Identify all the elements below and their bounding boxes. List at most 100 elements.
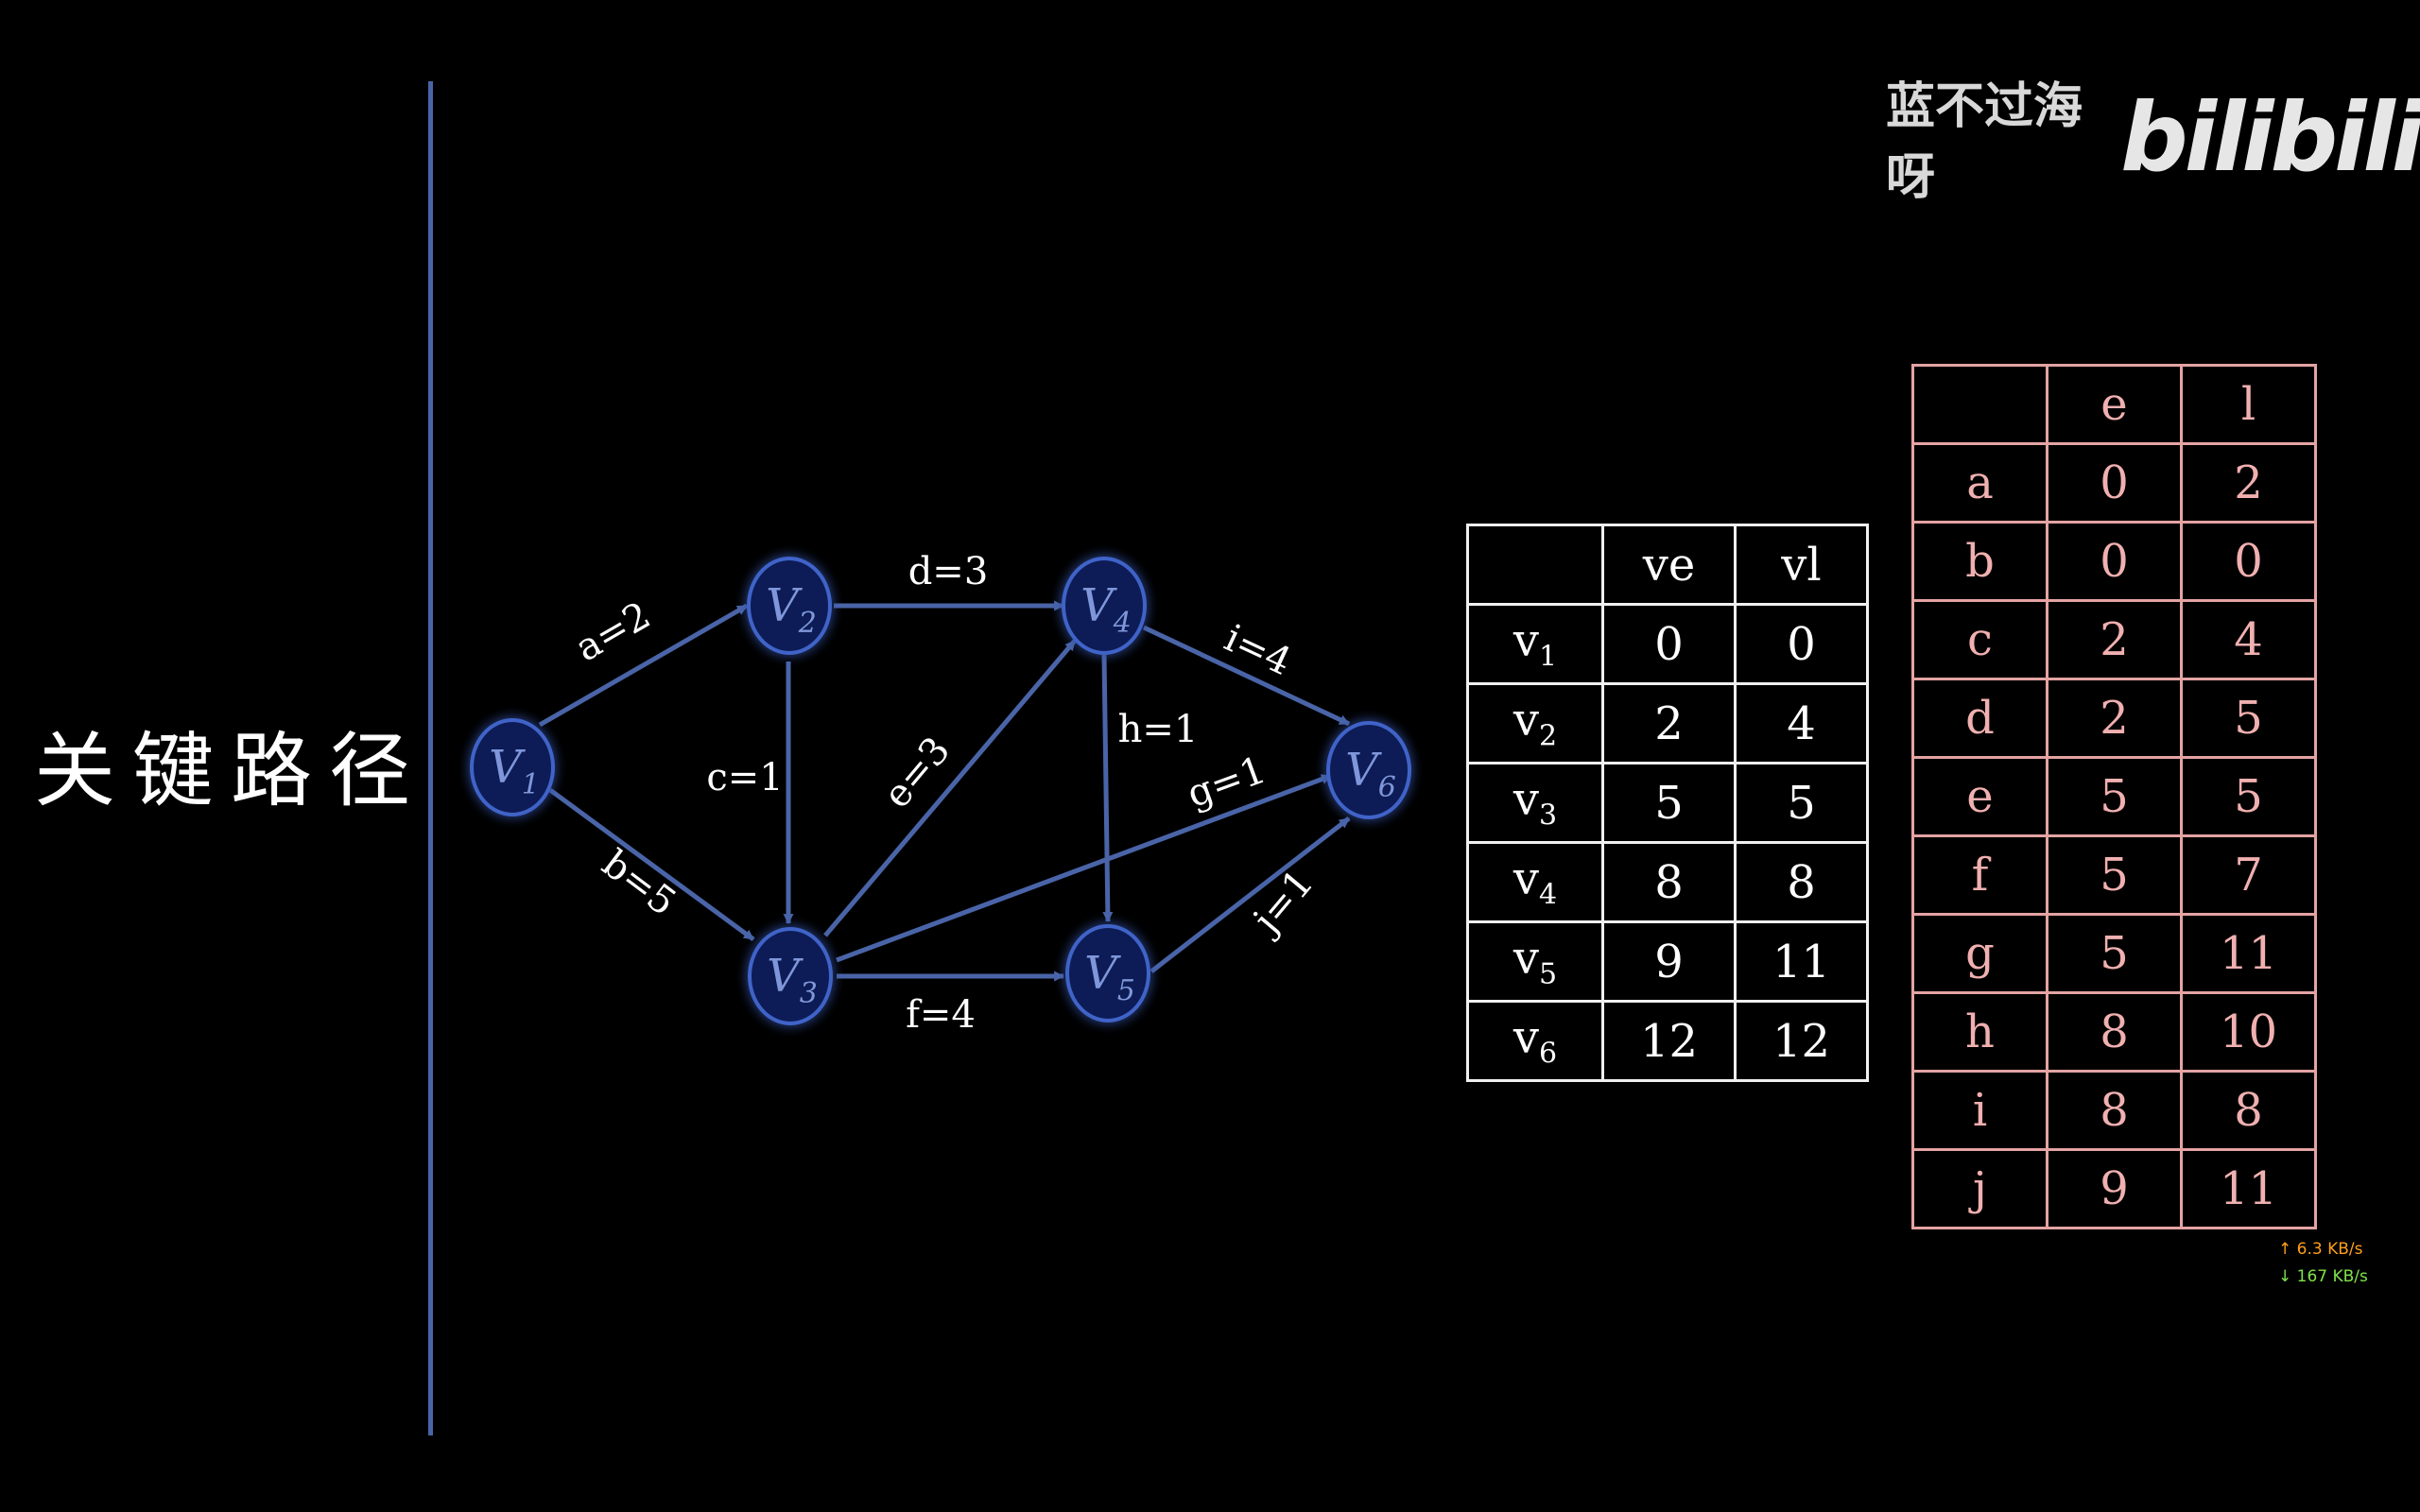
edge-name-cell: c xyxy=(1911,599,2048,680)
edge-label-h: h=1 xyxy=(1118,708,1199,751)
table-header-cell xyxy=(1466,524,1604,606)
page-title: 关键路径 xyxy=(34,724,427,818)
table-row: e 5 5 xyxy=(1911,756,2317,837)
edge-label-i: i=4 xyxy=(1218,616,1297,684)
edge-label-j: j=1 xyxy=(1243,862,1322,944)
edge-label-g: g=1 xyxy=(1182,748,1271,816)
vertices: V1 V2 V3 V4 V5 V6 xyxy=(470,557,1411,1025)
edge-j xyxy=(1150,816,1351,973)
vertex-name-cell: v2 xyxy=(1466,682,1604,765)
e-cell: 5 xyxy=(2046,913,2183,994)
svg-text:V3: V3 xyxy=(767,950,818,1010)
e-cell: 8 xyxy=(2046,1070,2183,1151)
vertex-v2: V2 xyxy=(747,557,832,655)
vertex-name-cell: v4 xyxy=(1466,841,1604,923)
vl-cell: 4 xyxy=(1734,682,1869,765)
l-cell: 0 xyxy=(2180,521,2317,602)
table-header-row: e l xyxy=(1911,364,2317,445)
table-row: d 2 5 xyxy=(1911,678,2317,759)
table-header-cell xyxy=(1911,364,2048,445)
e-cell: 5 xyxy=(2046,756,2183,837)
edge-time-table: e l a 0 2 b 0 0 c 2 4 d 2 5 e 5 5 f 5 7 … xyxy=(1911,364,2317,1229)
l-cell: 4 xyxy=(2180,599,2317,680)
watermark: 蓝不过海呀 bilibili xyxy=(1886,66,2420,208)
vertex-v3: V3 xyxy=(748,927,833,1025)
vl-cell: 5 xyxy=(1734,762,1869,844)
edge-label-e: e=3 xyxy=(875,729,959,816)
edge-i xyxy=(1142,625,1351,727)
edge-label-f: f=4 xyxy=(906,993,976,1037)
l-cell: 5 xyxy=(2180,756,2317,837)
ve-cell: 0 xyxy=(1601,603,1737,685)
table-row: g 5 11 xyxy=(1911,913,2317,994)
svg-text:V6: V6 xyxy=(1345,744,1396,804)
edge-name-cell: j xyxy=(1911,1148,2048,1229)
vertex-name-cell: v1 xyxy=(1466,603,1604,685)
table-row: v6 12 12 xyxy=(1466,1000,1869,1082)
edge-label-a: a=2 xyxy=(568,593,658,670)
ve-cell: 2 xyxy=(1601,682,1737,765)
table-row: v1 0 0 xyxy=(1466,603,1869,685)
vl-cell: 0 xyxy=(1734,603,1869,685)
table-row: v3 5 5 xyxy=(1466,762,1869,844)
l-cell: 10 xyxy=(2180,991,2317,1073)
e-cell: 8 xyxy=(2046,991,2183,1073)
e-cell: 2 xyxy=(2046,678,2183,759)
vertex-v5: V5 xyxy=(1065,924,1150,1022)
vertex-v4: V4 xyxy=(1062,557,1147,655)
edge-name-cell: d xyxy=(1911,678,2048,759)
edge-name-cell: f xyxy=(1911,834,2048,916)
vl-cell: 12 xyxy=(1734,1000,1869,1082)
table-row: h 8 10 xyxy=(1911,991,2317,1073)
ve-cell: 5 xyxy=(1601,762,1737,844)
edge-name-cell: b xyxy=(1911,521,2048,602)
edge-g xyxy=(836,773,1333,963)
vertex-v1: V1 xyxy=(470,718,555,816)
ve-cell: 12 xyxy=(1601,1000,1737,1082)
l-cell: 11 xyxy=(2180,1148,2317,1229)
bilibili-logo: bilibili xyxy=(2120,81,2420,193)
table-row: v4 8 8 xyxy=(1466,841,1869,923)
e-cell: 9 xyxy=(2046,1148,2183,1229)
upload-speed: ↑ 6.3 KB/s xyxy=(2278,1240,2363,1259)
vertex-name-cell: v5 xyxy=(1466,920,1604,1003)
vl-cell: 8 xyxy=(1734,841,1869,923)
table-row: a 0 2 xyxy=(1911,442,2317,524)
l-cell: 2 xyxy=(2180,442,2317,524)
vertex-v6: V6 xyxy=(1326,721,1411,819)
edge-e xyxy=(823,639,1077,937)
edge-name-cell: e xyxy=(1911,756,2048,837)
l-cell: 11 xyxy=(2180,913,2317,994)
table-header-cell: vl xyxy=(1734,524,1869,606)
table-header-cell: e xyxy=(2046,364,2183,445)
e-cell: 0 xyxy=(2046,442,2183,524)
svg-text:V1: V1 xyxy=(489,741,540,801)
svg-text:V4: V4 xyxy=(1080,579,1132,640)
l-cell: 5 xyxy=(2180,678,2317,759)
table-row: c 2 4 xyxy=(1911,599,2317,680)
ve-cell: 9 xyxy=(1601,920,1737,1003)
l-cell: 8 xyxy=(2180,1070,2317,1151)
table-header-row: ve vl xyxy=(1466,524,1869,606)
edge-b xyxy=(548,787,755,942)
table-row: j 9 11 xyxy=(1911,1148,2317,1229)
table-header-cell: ve xyxy=(1601,524,1737,606)
vertex-name-cell: v3 xyxy=(1466,762,1604,844)
edge-label-c: c=1 xyxy=(706,756,783,799)
edge-name-cell: g xyxy=(1911,913,2048,994)
svg-text:V5: V5 xyxy=(1084,947,1135,1007)
edge-name-cell: a xyxy=(1911,442,2048,524)
table-row: i 8 8 xyxy=(1911,1070,2317,1151)
network-speed-overlay: ↑ 6.3 KB/s ↓ 167 KB/s xyxy=(2278,1236,2368,1291)
table-row: v2 2 4 xyxy=(1466,682,1869,765)
table-row: f 5 7 xyxy=(1911,834,2317,916)
table-row: b 0 0 xyxy=(1911,521,2317,602)
download-speed: ↓ 167 KB/s xyxy=(2278,1267,2368,1286)
vertex-time-table: ve vl v1 0 0 v2 2 4 v3 5 5 v4 8 8 v5 9 1… xyxy=(1466,524,1869,1082)
edge-label-d: d=3 xyxy=(908,550,989,593)
e-cell: 0 xyxy=(2046,521,2183,602)
vertex-name-cell: v6 xyxy=(1466,1000,1604,1082)
watermark-author: 蓝不过海呀 xyxy=(1886,78,2083,206)
edge-name-cell: i xyxy=(1911,1070,2048,1151)
